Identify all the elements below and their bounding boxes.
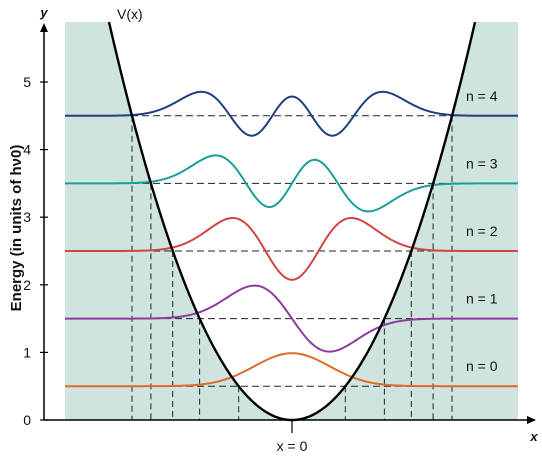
- level-label-n1: n = 1: [466, 291, 498, 307]
- potential-label: V(x): [117, 6, 143, 22]
- level-label-n2: n = 2: [466, 223, 498, 239]
- y-tick-label: 5: [23, 74, 31, 90]
- background-layer: [65, 22, 518, 420]
- level-label-n3: n = 3: [466, 155, 498, 171]
- y-axis-title: Energy (in units of hν0): [8, 145, 25, 312]
- y-tick-label: 4: [23, 142, 31, 158]
- y-tick-label: 1: [23, 344, 31, 360]
- y-tick-label: 3: [23, 209, 31, 225]
- wavefunctions: n = 0 n = 1 n = 2 n = 3 n = 4: [65, 88, 518, 388]
- y-tick-label: 0: [23, 412, 31, 428]
- wavefunction-n2: [65, 216, 518, 281]
- x-center-label: x = 0: [277, 438, 308, 454]
- forbidden-region-shading: [65, 22, 518, 420]
- axes: 0 1 2 3 4 5: [23, 23, 536, 433]
- x-axis-letter: x: [529, 429, 538, 444]
- wavefunction-n0: [65, 352, 518, 388]
- y-axis-letter: y: [39, 5, 48, 20]
- level-label-n0: n = 0: [466, 358, 498, 374]
- y-axis-arrow: [40, 23, 48, 32]
- wavefunction-n4: [65, 90, 518, 137]
- wavefunction-n1: [65, 284, 518, 353]
- level-label-n4: n = 4: [466, 88, 498, 104]
- x-axis-arrow: [527, 416, 536, 424]
- y-tick-label: 2: [23, 277, 31, 293]
- wavefunction-n3: [65, 154, 518, 213]
